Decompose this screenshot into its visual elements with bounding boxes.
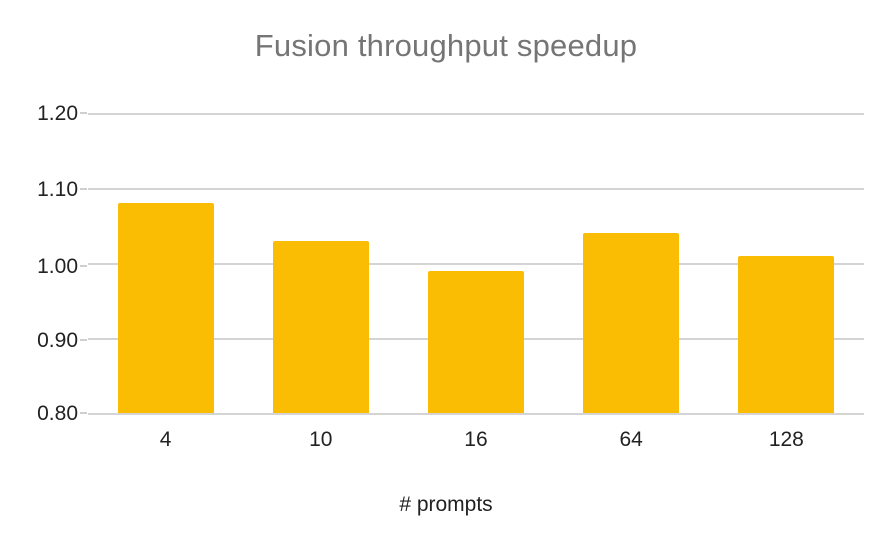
gridline-1-00 [88,263,864,265]
x-axis-label-4: 4 [159,428,172,451]
bars-layer [88,113,864,413]
y-tick-mark [80,112,87,114]
gridline-1-20 [88,113,864,115]
bar-4[interactable] [117,203,214,413]
x-axis-label-10: 10 [309,428,333,451]
y-axis-label-1-10: 1.10 [37,178,78,201]
y-tick-mark [80,339,87,341]
gridline-0-80 [88,413,864,415]
bar-16[interactable] [427,270,524,413]
bar-128[interactable] [738,255,835,413]
y-tick-mark [80,188,87,190]
bar-slot [88,113,243,413]
bar-slot [398,113,553,413]
gridline-1-10 [88,188,864,190]
bar-slot [709,113,864,413]
bar-slot [243,113,398,413]
chart-title: Fusion throughput speedup [254,28,638,63]
x-axis-label-16: 16 [464,428,488,451]
x-axis-label-64: 64 [619,428,643,451]
x-axis-label-128: 128 [768,428,804,451]
y-tick-mark [80,265,87,267]
bar-slot [554,113,709,413]
x-axis-labels: 4 10 16 64 128 [88,428,864,452]
bar-64[interactable] [583,233,680,413]
y-axis-label-0-80: 0.80 [37,402,78,425]
y-tick-mark [80,412,87,414]
x-axis-title: # prompts [399,493,493,516]
bar-10[interactable] [272,240,369,413]
y-axis-label-0-90: 0.90 [37,329,78,352]
y-axis-label-1-20: 1.20 [37,102,78,125]
y-axis-label-1-00: 1.00 [37,255,78,278]
